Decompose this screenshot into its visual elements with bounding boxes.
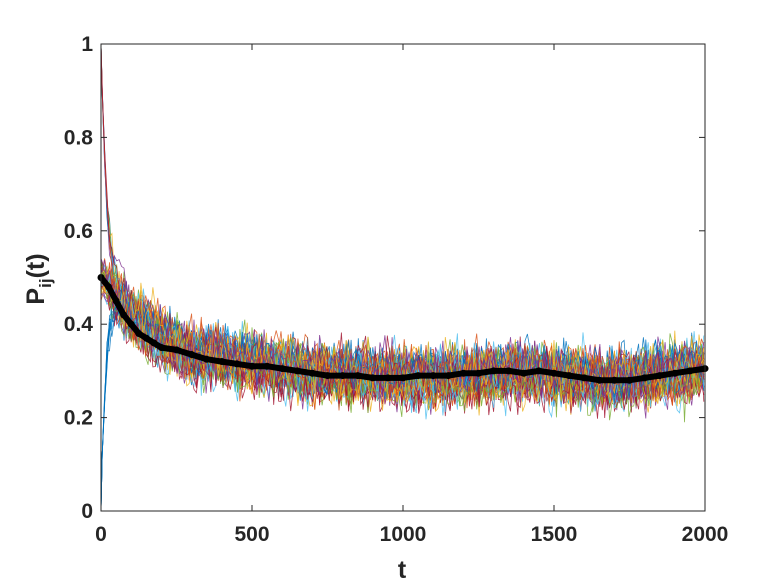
y-axis-label: Pij(t) xyxy=(22,253,55,304)
mean-point xyxy=(339,372,347,380)
mean-point xyxy=(459,369,467,377)
y-tick-label: 0.6 xyxy=(64,220,93,243)
mean-point xyxy=(233,360,241,368)
mean-point xyxy=(414,372,422,380)
mean-point xyxy=(490,367,498,375)
mean-point xyxy=(293,367,301,375)
mean-point xyxy=(656,372,664,380)
mean-point xyxy=(278,365,286,373)
y-axis-label-suffix: (t) xyxy=(22,253,50,278)
mean-point xyxy=(550,369,558,377)
mean-point xyxy=(308,369,316,377)
mean-point xyxy=(263,362,271,370)
x-tick-label: 1500 xyxy=(531,523,578,546)
mean-point xyxy=(135,330,143,338)
mean-point xyxy=(565,372,573,380)
mean-line-group xyxy=(97,274,709,384)
x-tick-label: 1000 xyxy=(380,523,427,546)
plot-background xyxy=(101,44,705,511)
trajectory-line xyxy=(100,262,705,402)
mean-point xyxy=(580,374,588,382)
y-tick-label: 0.4 xyxy=(64,313,94,336)
y-tick-label: 1 xyxy=(81,33,93,56)
trajectory-line xyxy=(100,261,705,419)
x-tick-label: 2000 xyxy=(682,523,729,546)
mean-point xyxy=(429,372,437,380)
x-tick-label: 500 xyxy=(234,523,269,546)
mean-point xyxy=(505,367,513,375)
y-tick-label: 0.8 xyxy=(64,126,94,149)
x-axis-ticks: 0 500 1000 1500 2000 xyxy=(95,44,728,546)
mean-point xyxy=(671,369,679,377)
trajectory-line xyxy=(100,288,705,512)
mean-point xyxy=(610,376,618,384)
mean-point xyxy=(444,372,452,380)
y-tick-label: 0.2 xyxy=(64,407,93,430)
plot-area xyxy=(101,44,705,511)
mean-point xyxy=(188,351,196,359)
mean-point xyxy=(173,346,180,354)
mean-point xyxy=(399,374,407,382)
x-axis-label: t xyxy=(398,556,407,584)
mean-point xyxy=(520,369,528,377)
mean-point xyxy=(248,362,256,370)
mean-point xyxy=(324,372,331,380)
y-tick-label: 0 xyxy=(81,500,93,523)
mean-point xyxy=(127,320,135,328)
mean-point xyxy=(641,374,649,382)
mean-point xyxy=(535,367,543,375)
mean-point xyxy=(218,358,226,366)
mean-point xyxy=(105,283,113,291)
mean-point xyxy=(120,311,128,319)
x-tick-label: 0 xyxy=(95,523,107,546)
mean-point xyxy=(475,369,482,377)
mean-point xyxy=(112,297,120,305)
mean-point xyxy=(157,344,165,352)
y-axis-label-main: P xyxy=(22,288,50,305)
mean-point xyxy=(150,339,158,347)
mean-point xyxy=(626,376,633,384)
mean-point xyxy=(142,334,150,342)
mean-point xyxy=(686,367,694,375)
mean-point xyxy=(595,376,603,384)
y-axis-ticks: 0 0.2 0.4 0.6 0.8 1 xyxy=(64,33,705,523)
y-axis-label-sub: ij xyxy=(36,278,55,287)
mean-point xyxy=(369,374,377,382)
mean-point xyxy=(354,372,362,380)
mean-point xyxy=(203,355,211,363)
mean-point xyxy=(384,374,392,382)
